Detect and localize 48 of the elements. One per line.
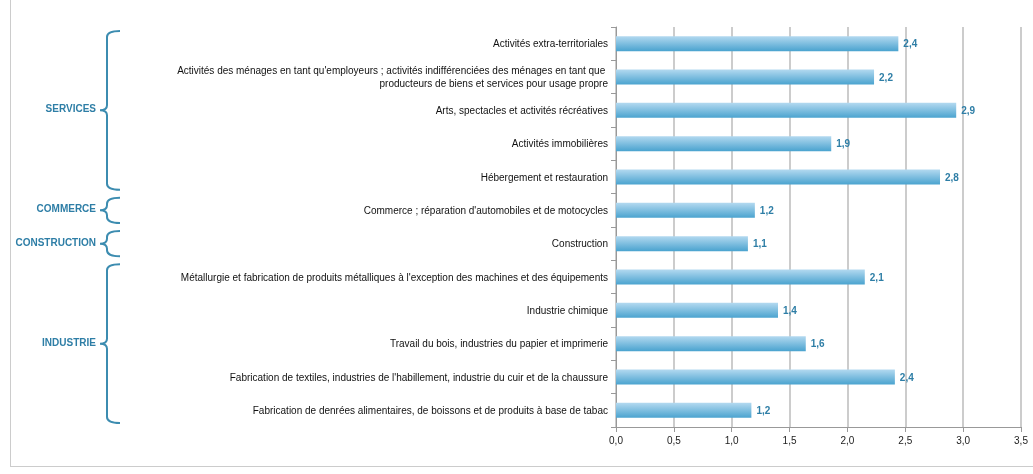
- y-tick-label: Fabrication de denrées alimentaires, de boissons et de produits à base de tabac: [252, 404, 608, 416]
- x-tick-label: 2,0: [840, 434, 855, 446]
- bar: [616, 402, 752, 418]
- bar: [616, 102, 957, 118]
- bar: [616, 136, 832, 152]
- data-label: 2,4: [903, 38, 918, 50]
- y-tick-label: Arts, spectacles et activités récréatives: [435, 104, 608, 116]
- y-tick-label: Métallurgie et fabrication de produits métalliques à l'exception des machines et des équipements: [180, 271, 608, 283]
- x-tick-label: 1,0: [724, 434, 740, 446]
- y-tick-label: Construction: [551, 238, 608, 250]
- data-label: 1,2: [756, 404, 771, 416]
- y-tick-label: Fabrication de textiles, industries de l'habillement, industrie du cuir et de la chaussure: [229, 371, 609, 383]
- bar: [616, 69, 875, 85]
- text: COMMERCE: [36, 203, 96, 215]
- data-label: 1,9: [836, 138, 851, 150]
- data-label: 1,2: [759, 204, 775, 216]
- y-tick-label: Industrie chimique: [526, 304, 609, 316]
- data-label: 2,1: [869, 271, 885, 283]
- bar: [616, 169, 940, 185]
- text: INDUSTRIE: [42, 336, 96, 348]
- y-tick-label: Travail du bois, industries du papier et imprimerie: [389, 338, 609, 350]
- bar: [616, 236, 748, 252]
- x-tick-label: 3,5: [1014, 434, 1029, 446]
- bar: [616, 202, 755, 218]
- data-label: 1,1: [752, 238, 768, 250]
- bar: [616, 369, 895, 385]
- data-label: 1,6: [810, 338, 826, 350]
- y-tick-label: Commerce ; réparation d'automobiles et de motocycles: [363, 204, 608, 216]
- x-tick-label: 0,5: [666, 434, 682, 446]
- x-tick-label: 3,0: [956, 434, 971, 446]
- data-label: 2,9: [961, 104, 976, 116]
- bar: [616, 302, 778, 318]
- x-tick-label: 2,5: [898, 434, 913, 446]
- bar: [616, 269, 865, 285]
- text: SERVICES: [45, 103, 96, 115]
- x-tick-label: 0,0: [609, 434, 624, 446]
- text: CONSTRUCTION: [15, 236, 96, 248]
- y-tick-label: Hébergement et restauration: [480, 171, 608, 183]
- y-tick-label: Activités extra-territoriales: [492, 38, 608, 50]
- x-tick-label: 1,5: [782, 434, 797, 446]
- data-label: 2,2: [879, 71, 894, 83]
- y-tick-label: Activités des ménages en tant qu'employeurs ; activités indifférenciées des ménages en tant que producteurs de biens et services pour usage propre: [177, 65, 609, 89]
- data-label: 2,4: [899, 371, 915, 383]
- data-label: 2,8: [945, 171, 960, 183]
- bar: [616, 336, 806, 352]
- data-label: 1,4: [783, 304, 798, 316]
- y-tick-label: Activités immobilières: [511, 138, 608, 150]
- bar: [616, 36, 899, 52]
